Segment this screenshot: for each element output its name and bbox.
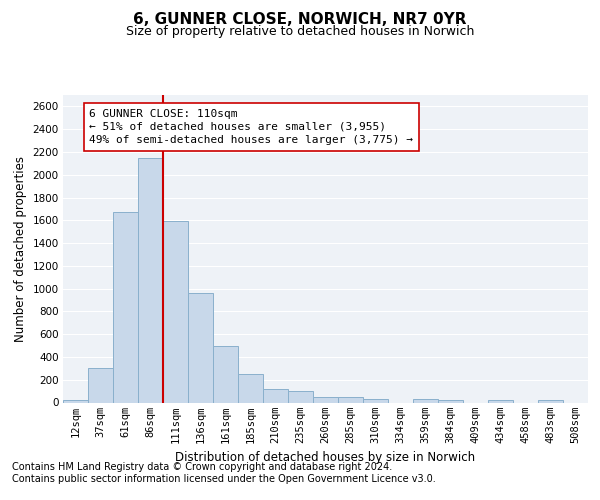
- Bar: [413, 399, 438, 402]
- Bar: [238, 374, 263, 402]
- Bar: [138, 158, 163, 402]
- Bar: [538, 400, 563, 402]
- Text: Contains public sector information licensed under the Open Government Licence v3: Contains public sector information licen…: [12, 474, 436, 484]
- X-axis label: Distribution of detached houses by size in Norwich: Distribution of detached houses by size …: [175, 451, 476, 464]
- Text: Size of property relative to detached houses in Norwich: Size of property relative to detached ho…: [126, 25, 474, 38]
- Text: 6 GUNNER CLOSE: 110sqm
← 51% of detached houses are smaller (3,955)
49% of semi-: 6 GUNNER CLOSE: 110sqm ← 51% of detached…: [89, 108, 413, 145]
- Bar: [438, 400, 463, 402]
- Bar: [88, 368, 113, 402]
- Bar: [213, 346, 238, 403]
- Bar: [288, 391, 313, 402]
- Bar: [163, 222, 188, 402]
- Bar: [263, 389, 288, 402]
- Bar: [63, 400, 88, 402]
- Bar: [488, 400, 513, 402]
- Text: 6, GUNNER CLOSE, NORWICH, NR7 0YR: 6, GUNNER CLOSE, NORWICH, NR7 0YR: [133, 12, 467, 28]
- Bar: [338, 397, 363, 402]
- Bar: [313, 397, 338, 402]
- Y-axis label: Number of detached properties: Number of detached properties: [14, 156, 27, 342]
- Bar: [113, 212, 138, 402]
- Bar: [188, 293, 213, 403]
- Bar: [363, 399, 388, 402]
- Text: Contains HM Land Registry data © Crown copyright and database right 2024.: Contains HM Land Registry data © Crown c…: [12, 462, 392, 472]
